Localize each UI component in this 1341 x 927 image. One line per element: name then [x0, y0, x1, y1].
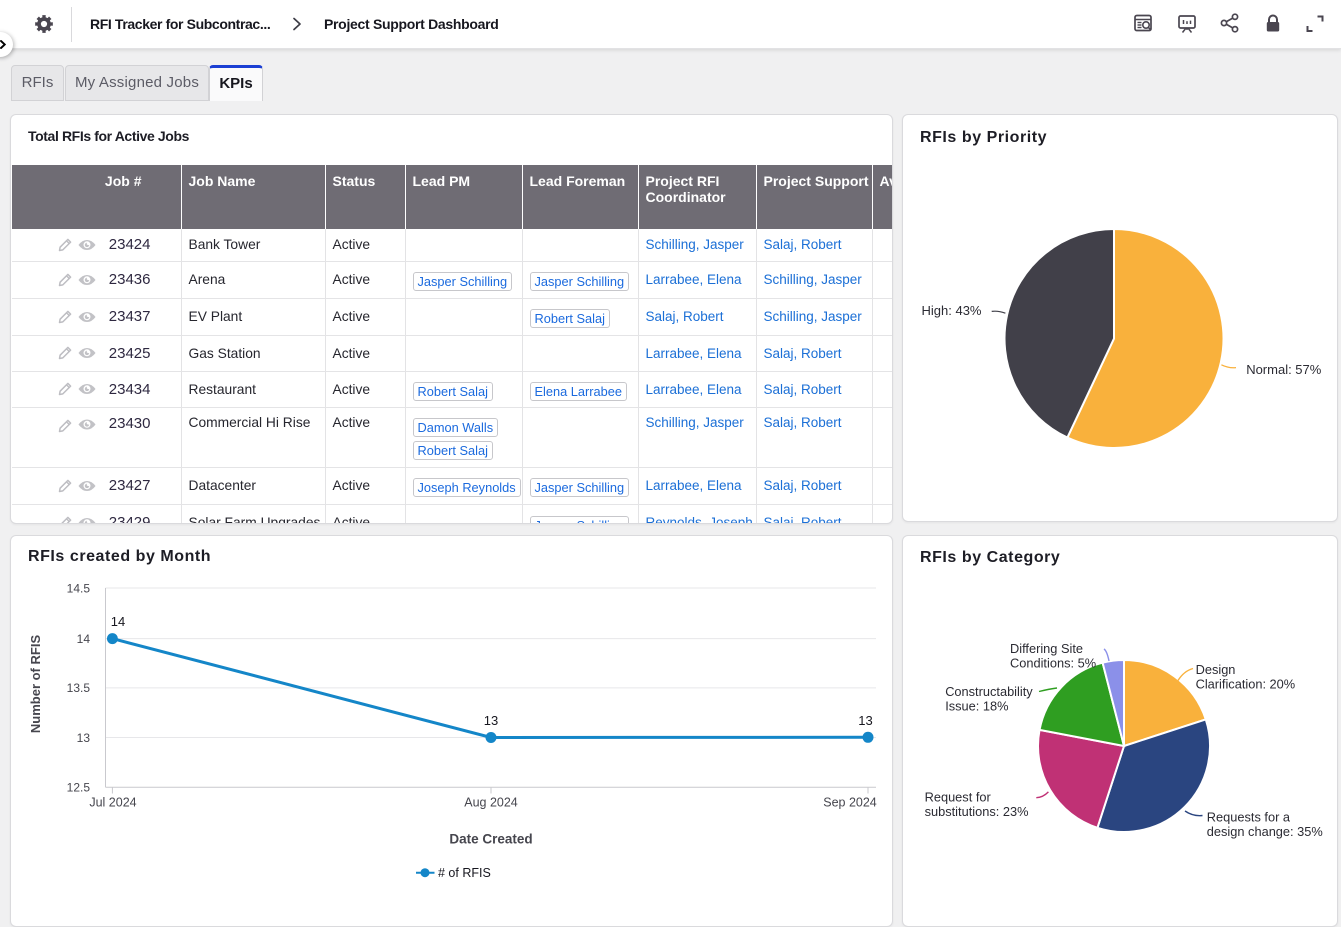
svg-text:Constructability: Constructability: [945, 684, 1033, 699]
svg-text:12.5: 12.5: [67, 781, 91, 795]
svg-text:Date Created: Date Created: [449, 832, 532, 847]
svg-text:14: 14: [77, 632, 91, 646]
svg-text:14: 14: [111, 614, 125, 629]
svg-text:Conditions: 5%: Conditions: 5%: [1010, 656, 1096, 671]
svg-text:Jul 2024: Jul 2024: [89, 796, 136, 810]
svg-text:13: 13: [484, 713, 498, 728]
svg-text:Aug 2024: Aug 2024: [464, 796, 518, 810]
svg-text:Request for: Request for: [925, 789, 992, 804]
svg-text:design change: 35%: design change: 35%: [1207, 824, 1323, 839]
svg-text:# of RFIS: # of RFIS: [438, 866, 491, 880]
svg-text:Sep 2024: Sep 2024: [823, 796, 877, 810]
svg-text:substitutions: 23%: substitutions: 23%: [925, 804, 1029, 819]
svg-text:High: 43%: High: 43%: [922, 303, 982, 318]
svg-text:Differing Site: Differing Site: [1010, 641, 1083, 656]
svg-text:13: 13: [77, 731, 91, 745]
svg-text:Number of RFIS: Number of RFIS: [28, 635, 43, 734]
svg-text:Design: Design: [1196, 662, 1236, 677]
svg-text:13: 13: [858, 713, 872, 728]
svg-text:13.5: 13.5: [67, 681, 91, 695]
svg-text:Issue: 18%: Issue: 18%: [945, 698, 1008, 713]
svg-text:Clarification: 20%: Clarification: 20%: [1196, 676, 1296, 691]
svg-text:Requests for a: Requests for a: [1207, 809, 1291, 824]
svg-text:Normal: 57%: Normal: 57%: [1246, 362, 1322, 377]
svg-text:14.5: 14.5: [67, 581, 91, 595]
